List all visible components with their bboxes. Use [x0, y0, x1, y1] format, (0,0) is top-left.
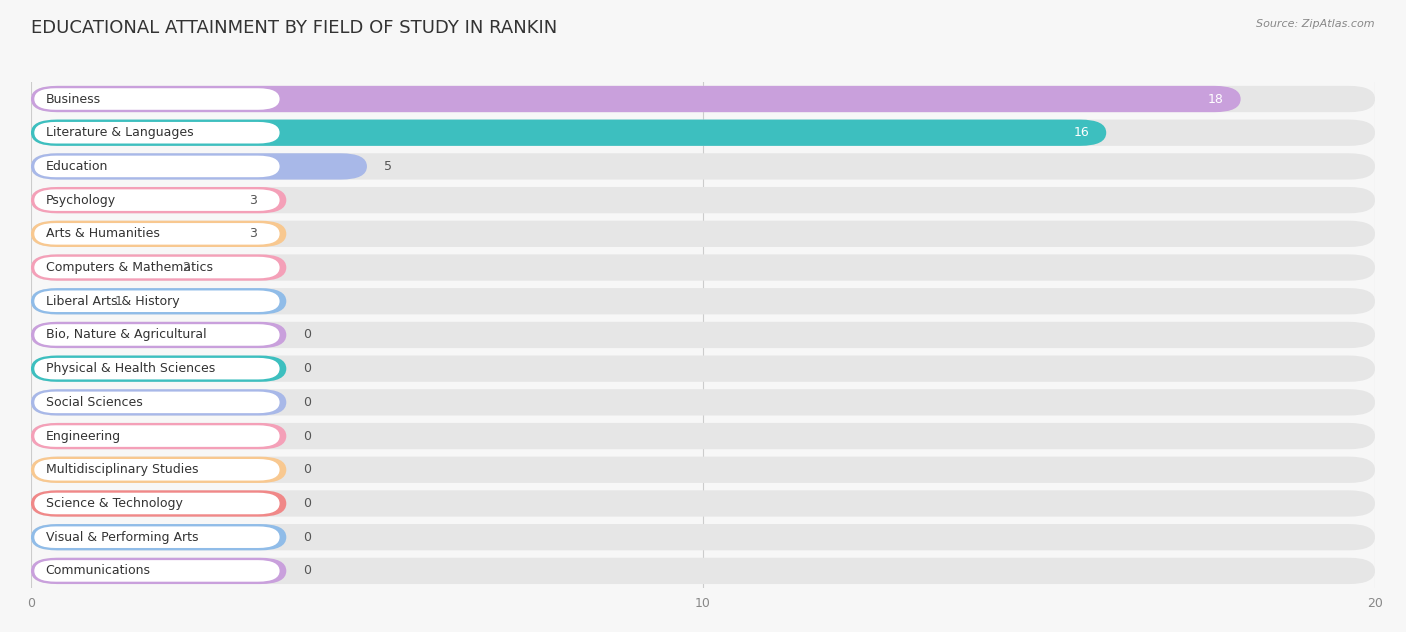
Text: Communications: Communications: [46, 564, 150, 578]
FancyBboxPatch shape: [34, 190, 280, 211]
FancyBboxPatch shape: [31, 457, 1375, 483]
Text: Psychology: Psychology: [46, 193, 115, 207]
FancyBboxPatch shape: [31, 423, 287, 449]
FancyBboxPatch shape: [31, 255, 1375, 281]
Text: 0: 0: [304, 396, 311, 409]
FancyBboxPatch shape: [34, 526, 280, 548]
FancyBboxPatch shape: [31, 154, 367, 179]
FancyBboxPatch shape: [34, 493, 280, 514]
Text: Social Sciences: Social Sciences: [46, 396, 142, 409]
Text: Visual & Performing Arts: Visual & Performing Arts: [46, 531, 198, 544]
Text: EDUCATIONAL ATTAINMENT BY FIELD OF STUDY IN RANKIN: EDUCATIONAL ATTAINMENT BY FIELD OF STUDY…: [31, 19, 557, 37]
FancyBboxPatch shape: [34, 358, 280, 379]
FancyBboxPatch shape: [31, 490, 1375, 516]
FancyBboxPatch shape: [31, 490, 287, 516]
Text: Arts & Humanities: Arts & Humanities: [46, 228, 160, 240]
FancyBboxPatch shape: [31, 154, 1375, 179]
Text: 0: 0: [304, 531, 311, 544]
Text: Computers & Mathematics: Computers & Mathematics: [46, 261, 212, 274]
Text: 3: 3: [249, 193, 257, 207]
FancyBboxPatch shape: [31, 288, 287, 314]
FancyBboxPatch shape: [34, 257, 280, 278]
Text: 16: 16: [1074, 126, 1090, 139]
Text: 0: 0: [304, 329, 311, 341]
FancyBboxPatch shape: [34, 459, 280, 480]
FancyBboxPatch shape: [31, 187, 1375, 213]
Text: 0: 0: [304, 362, 311, 375]
Text: 0: 0: [304, 463, 311, 477]
FancyBboxPatch shape: [34, 155, 280, 177]
Text: 3: 3: [249, 228, 257, 240]
FancyBboxPatch shape: [34, 122, 280, 143]
Text: Business: Business: [46, 92, 101, 106]
Text: 2: 2: [183, 261, 190, 274]
FancyBboxPatch shape: [31, 86, 1375, 112]
FancyBboxPatch shape: [31, 322, 287, 348]
Text: Science & Technology: Science & Technology: [46, 497, 183, 510]
Text: Multidisciplinary Studies: Multidisciplinary Studies: [46, 463, 198, 477]
Text: 5: 5: [384, 160, 392, 173]
Text: 0: 0: [304, 497, 311, 510]
FancyBboxPatch shape: [31, 457, 287, 483]
FancyBboxPatch shape: [31, 558, 287, 584]
FancyBboxPatch shape: [31, 356, 287, 382]
FancyBboxPatch shape: [31, 221, 1375, 247]
FancyBboxPatch shape: [31, 288, 1375, 314]
Text: Physical & Health Sciences: Physical & Health Sciences: [46, 362, 215, 375]
FancyBboxPatch shape: [31, 86, 1240, 112]
FancyBboxPatch shape: [31, 255, 287, 281]
Text: Literature & Languages: Literature & Languages: [46, 126, 194, 139]
FancyBboxPatch shape: [31, 119, 1375, 146]
FancyBboxPatch shape: [31, 119, 1107, 146]
FancyBboxPatch shape: [31, 356, 1375, 382]
FancyBboxPatch shape: [31, 389, 287, 415]
FancyBboxPatch shape: [34, 392, 280, 413]
FancyBboxPatch shape: [31, 558, 1375, 584]
FancyBboxPatch shape: [34, 223, 280, 245]
FancyBboxPatch shape: [34, 88, 280, 110]
Text: Liberal Arts & History: Liberal Arts & History: [46, 295, 180, 308]
Text: Education: Education: [46, 160, 108, 173]
Text: Source: ZipAtlas.com: Source: ZipAtlas.com: [1257, 19, 1375, 29]
Text: 1: 1: [115, 295, 122, 308]
FancyBboxPatch shape: [31, 187, 287, 213]
FancyBboxPatch shape: [31, 524, 287, 550]
Text: 0: 0: [304, 564, 311, 578]
Text: 0: 0: [304, 430, 311, 442]
FancyBboxPatch shape: [31, 389, 1375, 415]
Text: Engineering: Engineering: [46, 430, 121, 442]
Text: Bio, Nature & Agricultural: Bio, Nature & Agricultural: [46, 329, 207, 341]
Text: 18: 18: [1208, 92, 1223, 106]
FancyBboxPatch shape: [31, 524, 1375, 550]
FancyBboxPatch shape: [31, 423, 1375, 449]
FancyBboxPatch shape: [34, 324, 280, 346]
FancyBboxPatch shape: [31, 221, 287, 247]
FancyBboxPatch shape: [31, 322, 1375, 348]
FancyBboxPatch shape: [34, 291, 280, 312]
FancyBboxPatch shape: [34, 425, 280, 447]
FancyBboxPatch shape: [34, 560, 280, 581]
